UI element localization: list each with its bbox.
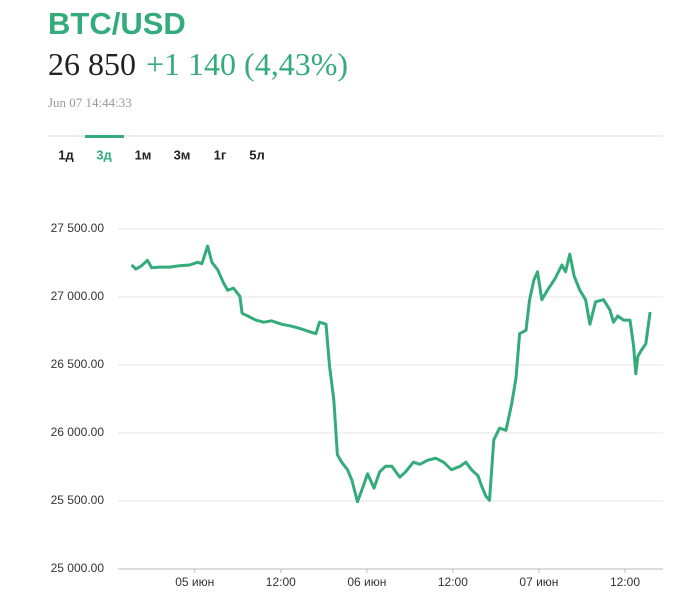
plot: 25 000.00 25 500.00 26 000.00 26 500.00 27 0… [51,221,663,589]
x-tick-label: 07 июн [519,575,558,589]
timestamp: Jun 07 14:44:33 [48,95,132,110]
tab[interactable]: 1д [58,147,74,162]
tab[interactable]: 3д [96,147,112,162]
y-tick-label: 27 000.00 [51,289,105,303]
x-tick-label: 12:00 [438,575,468,589]
x-tick-label: 12:00 [610,575,640,589]
y-tick-label: 26 500.00 [51,357,105,371]
price-line: 26 850 +1 140 (4,43%) [48,46,348,82]
price-change: +1 140 (4,43%) [146,46,348,82]
x-tick-label: 12:00 [266,575,296,589]
price-line [130,244,652,504]
tab[interactable]: 1г [214,147,227,162]
tab[interactable]: 3м [174,147,191,162]
y-tick-label: 27 500.00 [51,221,105,235]
ticker-title: BTC/USD [48,6,186,41]
tabs: 1д 3д 1м 3м 1г 5л [58,135,265,162]
x-tick-label: 06 июн [347,575,386,589]
tab[interactable]: 1м [135,147,152,162]
x-tick-label: 05 июн [175,575,214,589]
price: 26 850 [48,46,136,82]
y-tick-label: 25 000.00 [51,561,105,575]
tab[interactable]: 5л [249,147,265,162]
active-tab-indicator [85,135,124,138]
y-tick-label: 25 500.00 [51,493,105,507]
y-tick-label: 26 000.00 [51,425,105,439]
